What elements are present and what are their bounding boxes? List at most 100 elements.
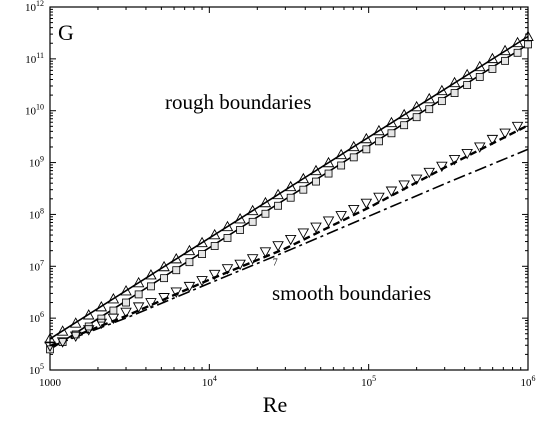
triangle-up-marker (221, 220, 234, 232)
triangle-down-marker (221, 264, 234, 275)
triangle-up-marker (44, 332, 56, 344)
square-marker (109, 306, 118, 315)
triangle-down-marker (360, 198, 373, 210)
triangle-up-marker (82, 309, 95, 320)
y-tick-label: 1011 (25, 51, 44, 66)
triangle-up-marker (95, 300, 108, 312)
triangle-up-marker (410, 100, 423, 112)
fit-line-dash-dot (49, 148, 529, 348)
triangle-up-marker (284, 180, 297, 192)
y-tick-label: 105 (29, 362, 44, 377)
triangle-up-marker (511, 36, 524, 48)
axis-ticks (49, 7, 528, 371)
triangle-down-marker (120, 307, 132, 319)
triangle-down-marker (486, 134, 499, 146)
triangle-up-marker (335, 148, 347, 160)
square-marker (324, 169, 333, 178)
triangle-down-marker (208, 269, 221, 281)
y-tick-label: 1012 (25, 0, 44, 14)
triangle-up-marker (347, 140, 360, 152)
square-marker (223, 234, 232, 242)
triangle-up-marker (107, 292, 120, 304)
triangle-down-marker (107, 313, 120, 325)
triangle-down-marker (398, 180, 410, 191)
triangle-down-marker (347, 204, 360, 216)
triangle-up-marker (461, 68, 473, 80)
triangle-down-marker (499, 128, 511, 140)
square-marker (375, 137, 383, 146)
triangle-down-marker (272, 241, 284, 252)
triangle-down-marker (95, 318, 108, 330)
triangle-up-marker (385, 116, 398, 128)
triangle-down-marker (132, 302, 145, 313)
triangle-down-marker (69, 331, 82, 343)
triangle-up-marker (246, 204, 259, 216)
point-label: 7 (273, 257, 278, 268)
triangle-down-marker (246, 254, 259, 265)
square-marker (450, 89, 459, 97)
x-tick-label: 106 (521, 374, 536, 389)
triangle-down-marker (511, 121, 524, 133)
triangle-up-marker (310, 164, 322, 176)
square-marker (488, 65, 497, 73)
square-marker (437, 97, 446, 106)
square-marker (400, 121, 409, 130)
square-marker (524, 40, 532, 49)
square-marker (261, 209, 270, 218)
square-marker (134, 290, 143, 299)
square-marker (463, 81, 472, 89)
triangle-down-marker (56, 337, 69, 348)
square-marker (362, 145, 371, 154)
triangle-down-marker (196, 276, 208, 287)
y-tick-label: 107 (29, 258, 44, 273)
triangle-up-marker (448, 76, 461, 88)
square-marker (387, 129, 396, 138)
x-axis-title: Re (263, 392, 287, 417)
triangle-down-marker (297, 228, 310, 239)
triangle-down-marker (183, 281, 196, 293)
data-markers (44, 30, 534, 354)
triangle-up-marker (436, 84, 448, 96)
triangle-down-marker (373, 192, 385, 204)
y-tick-label: 109 (29, 155, 44, 170)
triangle-up-marker (196, 236, 208, 248)
square-marker (147, 282, 155, 291)
triangle-up-marker (499, 44, 511, 56)
triangle-up-marker (360, 132, 373, 144)
triangle-up-marker (272, 188, 284, 200)
square-marker (236, 226, 245, 234)
triangle-down-marker (473, 142, 486, 153)
triangle-up-marker (373, 124, 385, 136)
triangle-up-marker (170, 252, 183, 264)
triangle-up-marker (259, 196, 272, 208)
y-axis-title: G (58, 20, 74, 45)
triangle-up-marker (56, 325, 69, 336)
triangle-down-marker (436, 161, 448, 173)
triangle-up-marker (145, 269, 157, 280)
triangle-down-marker (335, 211, 347, 222)
fit-line-dashed (49, 124, 529, 348)
y-tick-label: 1010 (25, 103, 44, 118)
fit-line-solid (49, 35, 529, 340)
triangle-down-marker (284, 234, 297, 246)
square-marker (299, 185, 308, 194)
triangle-down-marker (322, 216, 335, 227)
x-tick-label: 105 (361, 374, 376, 389)
square-marker (248, 217, 257, 226)
square-marker (160, 274, 168, 283)
x-tick-label: 104 (202, 374, 217, 389)
triangle-up-marker (120, 284, 132, 296)
square-marker (172, 266, 181, 275)
square-marker (122, 298, 130, 307)
triangle-down-marker (259, 247, 272, 258)
y-tick-label: 108 (29, 206, 44, 221)
square-marker (185, 258, 194, 267)
square-marker (412, 113, 421, 122)
square-marker (210, 242, 219, 250)
triangle-up-marker (208, 228, 221, 240)
triangle-down-marker (310, 222, 322, 234)
triangle-down-marker (385, 186, 398, 197)
triangle-up-marker (522, 30, 534, 41)
triangle-down-marker (170, 287, 183, 298)
